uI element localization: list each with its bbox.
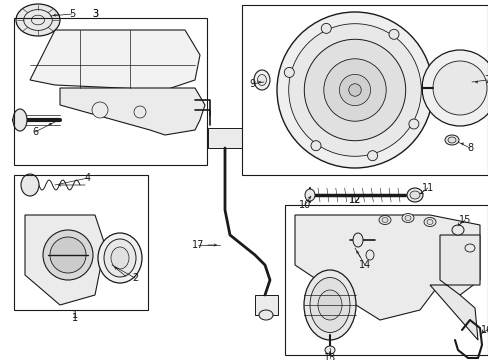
Ellipse shape bbox=[309, 278, 349, 333]
Text: 11: 11 bbox=[421, 183, 433, 193]
Circle shape bbox=[284, 67, 294, 77]
Ellipse shape bbox=[13, 109, 27, 131]
Polygon shape bbox=[30, 30, 200, 90]
Polygon shape bbox=[294, 215, 479, 320]
Circle shape bbox=[276, 12, 432, 168]
Bar bbox=[14, 175, 148, 310]
Ellipse shape bbox=[304, 270, 355, 340]
Text: 5: 5 bbox=[69, 9, 75, 19]
Circle shape bbox=[310, 141, 320, 151]
Ellipse shape bbox=[406, 188, 422, 202]
Circle shape bbox=[421, 50, 488, 126]
Ellipse shape bbox=[21, 174, 39, 196]
Ellipse shape bbox=[16, 4, 60, 36]
Text: 3: 3 bbox=[92, 9, 98, 19]
Ellipse shape bbox=[451, 225, 463, 235]
Ellipse shape bbox=[464, 244, 474, 252]
Circle shape bbox=[92, 102, 108, 118]
Ellipse shape bbox=[259, 310, 272, 320]
Ellipse shape bbox=[23, 10, 52, 30]
Text: 1: 1 bbox=[72, 310, 78, 320]
Text: 15: 15 bbox=[458, 215, 470, 225]
Text: 12: 12 bbox=[348, 195, 361, 205]
Ellipse shape bbox=[409, 191, 419, 199]
Text: 14: 14 bbox=[358, 260, 370, 270]
Ellipse shape bbox=[378, 216, 390, 225]
Ellipse shape bbox=[253, 70, 269, 90]
Text: 2: 2 bbox=[132, 273, 138, 283]
Ellipse shape bbox=[31, 15, 44, 25]
Text: 1: 1 bbox=[72, 313, 78, 323]
Text: 3: 3 bbox=[92, 9, 98, 19]
Ellipse shape bbox=[381, 217, 387, 222]
Polygon shape bbox=[254, 295, 278, 315]
Circle shape bbox=[288, 24, 421, 156]
Bar bbox=[14, 18, 206, 165]
Circle shape bbox=[432, 61, 486, 115]
Ellipse shape bbox=[401, 213, 413, 222]
Ellipse shape bbox=[317, 290, 341, 320]
Circle shape bbox=[323, 59, 386, 121]
Circle shape bbox=[339, 75, 370, 105]
Text: 10: 10 bbox=[298, 200, 310, 210]
Circle shape bbox=[321, 23, 330, 33]
Text: 12: 12 bbox=[348, 195, 361, 205]
Ellipse shape bbox=[111, 247, 129, 269]
Polygon shape bbox=[60, 88, 204, 135]
Ellipse shape bbox=[365, 250, 373, 260]
Text: 16: 16 bbox=[480, 325, 488, 335]
Bar bbox=[285, 205, 487, 355]
Circle shape bbox=[408, 119, 418, 129]
Circle shape bbox=[304, 39, 405, 141]
Ellipse shape bbox=[352, 233, 362, 247]
Polygon shape bbox=[207, 128, 242, 148]
Circle shape bbox=[43, 230, 93, 280]
Circle shape bbox=[367, 151, 377, 161]
Circle shape bbox=[348, 84, 361, 96]
Ellipse shape bbox=[257, 75, 266, 85]
Ellipse shape bbox=[444, 135, 458, 145]
Ellipse shape bbox=[423, 217, 435, 226]
Ellipse shape bbox=[447, 137, 455, 143]
Polygon shape bbox=[25, 215, 105, 305]
Text: 9: 9 bbox=[248, 79, 255, 89]
Ellipse shape bbox=[404, 216, 410, 220]
Bar bbox=[242, 5, 487, 175]
Text: 6: 6 bbox=[32, 127, 38, 137]
Text: 8: 8 bbox=[466, 143, 472, 153]
Circle shape bbox=[388, 29, 398, 39]
Ellipse shape bbox=[426, 220, 432, 225]
Text: 7: 7 bbox=[483, 75, 488, 85]
Text: 4: 4 bbox=[85, 173, 91, 183]
Polygon shape bbox=[429, 235, 479, 340]
Ellipse shape bbox=[98, 233, 142, 283]
Text: 17: 17 bbox=[191, 240, 204, 250]
Ellipse shape bbox=[104, 239, 136, 277]
Ellipse shape bbox=[325, 346, 334, 354]
Circle shape bbox=[50, 237, 86, 273]
Text: 13: 13 bbox=[323, 353, 335, 360]
Circle shape bbox=[134, 106, 146, 118]
Ellipse shape bbox=[305, 189, 314, 201]
